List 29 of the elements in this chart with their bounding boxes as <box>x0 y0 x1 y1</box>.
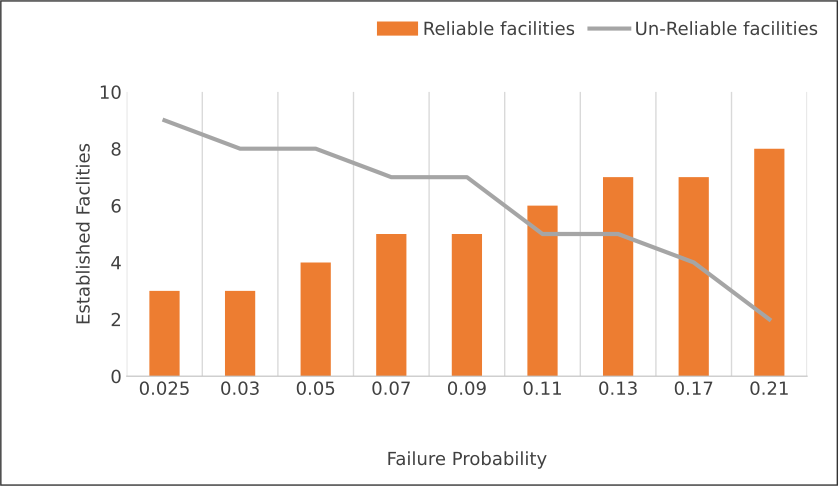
x-tick-label: 0.21 <box>750 381 788 395</box>
bar <box>602 177 634 376</box>
bar <box>300 262 331 376</box>
y-tick-label: 2 <box>112 312 120 326</box>
x-tick-label: 0.11 <box>524 381 561 395</box>
bar <box>754 148 784 376</box>
line-series <box>162 118 772 322</box>
y-tick-label: 4 <box>111 256 121 270</box>
bar <box>527 206 558 376</box>
x-tick-label: 0.025 <box>140 381 189 395</box>
y-tick-label: 10 <box>100 85 121 99</box>
x-axis-title: Failure Probability <box>388 451 547 469</box>
bar <box>224 290 256 376</box>
y-tick-label: 0 <box>112 370 121 384</box>
x-tick-label: 0.05 <box>296 381 334 395</box>
bar <box>149 290 180 376</box>
y-tick-label: 8 <box>112 142 121 156</box>
y-tick-label: 6 <box>112 199 121 213</box>
bar <box>376 234 406 376</box>
legend-label: Un-Reliable facilities <box>636 21 818 36</box>
x-tick-label: 0.03 <box>221 381 259 395</box>
legend-label: Reliable facilities <box>424 21 574 36</box>
x-tick-label: 0.17 <box>674 381 712 395</box>
x-tick-label: 0.07 <box>372 381 410 395</box>
x-tick-label: 0.13 <box>599 381 637 395</box>
y-axis-title: Established Faclities <box>76 144 90 324</box>
x-tick-label: 0.09 <box>448 381 486 395</box>
bar <box>678 177 709 376</box>
bar <box>452 234 482 376</box>
